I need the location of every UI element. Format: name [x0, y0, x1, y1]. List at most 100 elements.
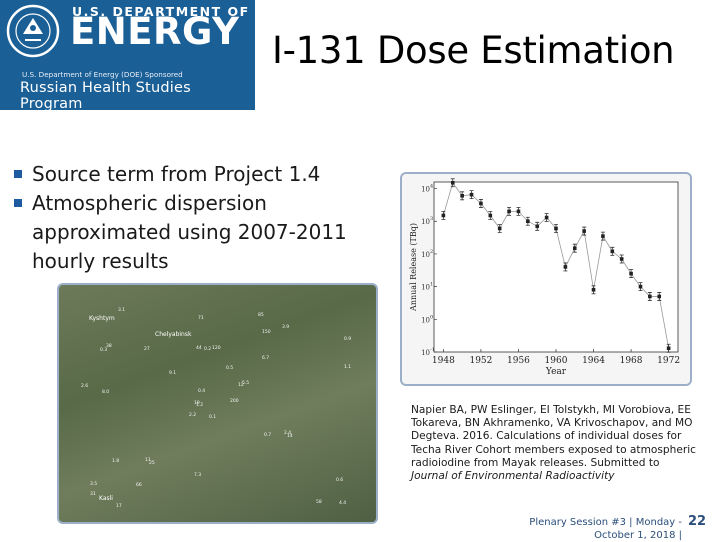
map-point-value: 200 [230, 399, 239, 404]
data-point [610, 249, 615, 254]
map-point-value: 14 [287, 434, 293, 439]
data-point [535, 224, 540, 229]
map-point-value: 2.4 [284, 431, 292, 436]
map-point-value: 0.4 [198, 389, 206, 394]
data-point [441, 213, 446, 218]
map-point-value: 58 [316, 500, 322, 505]
y-tick-exponent: 4 [430, 184, 433, 190]
bullet-list: Source term from Project 1.4 Atmospheric… [14, 160, 394, 276]
data-point [619, 257, 624, 261]
y-tick-label: 10 [421, 284, 430, 292]
map-point-value: 2.2 [189, 413, 197, 418]
x-axis-label: Year [545, 367, 567, 377]
map-point-value: 71 [198, 316, 204, 321]
data-point [450, 180, 455, 185]
x-tick-label: 1960 [545, 356, 568, 366]
map-point-value: 27 [144, 347, 150, 352]
bullet-marker-icon [14, 199, 22, 207]
x-tick-label: 1964 [582, 356, 605, 366]
doe-seal-icon [6, 4, 60, 58]
data-point [479, 201, 483, 206]
map-place-label: Kasli [99, 495, 113, 502]
y-tick-exponent: 2 [430, 249, 433, 255]
data-point [638, 284, 643, 289]
data-point [516, 209, 521, 214]
map-point-value: 120 [212, 346, 221, 351]
bullet-text: Atmospheric dispersion approximated usin… [32, 191, 347, 273]
map-point-value: 7.3 [194, 473, 202, 478]
data-point [526, 219, 530, 224]
y-tick-label: 10 [421, 218, 430, 226]
data-point [563, 265, 568, 269]
map-point-value: 150 [262, 330, 271, 335]
map-point-value: 0.2 [204, 347, 212, 352]
map-place-label: Chelyabinsk [155, 331, 192, 338]
citation-text: Napier BA, PW Eslinger, EI Tolstykh, MI … [411, 404, 696, 469]
data-point [666, 346, 671, 351]
x-tick-label: 1972 [657, 356, 680, 366]
map-point-value: 5.5 [242, 381, 250, 386]
sponsor-line: U.S. Department of Energy (DOE) Sponsore… [22, 70, 183, 79]
bullet-text: Source term from Project 1.4 [32, 162, 321, 186]
data-point [648, 294, 652, 299]
map-point-value: 11 [145, 458, 151, 463]
footer-line-1: Plenary Session #3 | Monday - [529, 517, 682, 528]
map-place-label: Kyshtym [89, 315, 115, 322]
map-point-value: 25 [149, 461, 155, 466]
data-point [460, 193, 464, 198]
energy-wordmark: ENERGY [70, 10, 240, 53]
map-point-value: 1.2 [196, 403, 204, 408]
map-point-value: 0.1 [209, 415, 217, 420]
map-point-value: 3.1 [118, 308, 126, 313]
x-tick-label: 1956 [507, 356, 530, 366]
y-tick-exponent: 0 [430, 314, 433, 320]
data-point [554, 226, 558, 231]
map-point-value: 19 [194, 401, 200, 406]
plot-area [433, 181, 679, 353]
y-tick-exponent: 1 [430, 282, 433, 288]
data-point [582, 229, 586, 233]
data-point [657, 294, 662, 299]
y-tick-label: 10 [421, 251, 430, 259]
map-point-value: 3.9 [282, 325, 290, 330]
y-tick-label: 10 [421, 186, 430, 194]
y-tick-label: 10 [421, 349, 430, 357]
data-point [629, 271, 633, 276]
y-axis-label: Annual Release (TBq) [409, 223, 418, 312]
map-point-value: 0.5 [226, 366, 234, 371]
map-point-value: 0.9 [344, 337, 352, 342]
map-point-value: 17 [116, 504, 122, 509]
data-point [572, 246, 577, 250]
map-point-value: 44 [196, 346, 202, 351]
bullet-item: Atmospheric dispersion approximated usin… [14, 189, 394, 276]
map-point-value: 2.6 [81, 384, 89, 389]
bullet-marker-icon [14, 170, 22, 178]
doe-logo-block: U.S. DEPARTMENT OF ENERGY U.S. Departmen… [0, 0, 255, 112]
data-point [507, 209, 511, 214]
map-point-value: 3.5 [90, 482, 98, 487]
map-point-value: 85 [258, 313, 264, 318]
map-point-value: 8.0 [102, 390, 110, 395]
footer: Plenary Session #3 | Monday - October 1,… [470, 516, 682, 542]
citation: Napier BA, PW Eslinger, EI Tolstykh, MI … [411, 404, 696, 483]
map-point-value: 1.1 [344, 365, 352, 370]
map-point-value: 0.3 [100, 348, 108, 353]
map-point-value: 12 [238, 383, 244, 388]
x-tick-label: 1948 [432, 356, 455, 366]
release-chart: 10 -1 10 0 10 1 10 2 10 3 10 4 1948 1952 1956 1960 1964 1… [400, 172, 692, 386]
map-point-value: 31 [90, 492, 96, 497]
data-point [469, 192, 474, 197]
map-point-value: 4.4 [339, 501, 347, 506]
data-point [497, 226, 502, 231]
y-tick-label: 10 [421, 316, 430, 324]
map-point-value: 9.1 [169, 371, 177, 376]
program-name: Russian Health Studies Program [20, 80, 191, 112]
data-point [601, 234, 605, 238]
dispersion-map-image: Chelyabinsk Kyshtym Kasli 0.1 0.3 1.2 3.5 12… [57, 283, 378, 524]
map-point-value: 0.7 [264, 433, 272, 438]
x-tick-label: 1952 [469, 356, 492, 366]
map-point-value: 66 [136, 483, 142, 488]
map-point-value: 38 [106, 344, 112, 349]
map-point-value: 6.7 [262, 356, 270, 361]
